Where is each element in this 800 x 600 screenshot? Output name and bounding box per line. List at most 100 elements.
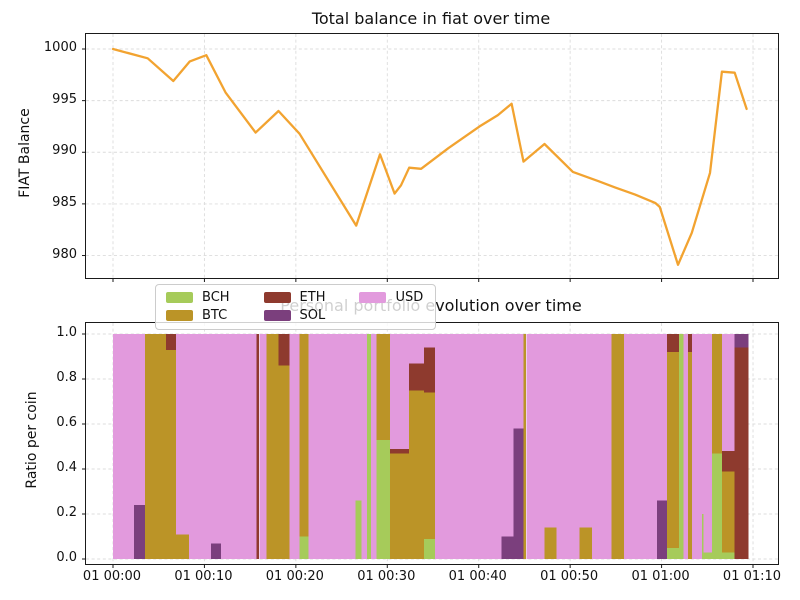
legend: BCH BTC ETH SOL USD — [155, 284, 437, 330]
y-tick-label: 0.6 — [56, 415, 77, 430]
bar-segment-bch — [376, 439, 390, 560]
bar-segment-usd — [703, 334, 712, 553]
bar-segment-bch — [299, 536, 309, 559]
y-tick-label: 0.0 — [56, 550, 77, 565]
bar-segment-usd — [501, 334, 514, 537]
y-tick-label: 985 — [52, 194, 77, 210]
bar-segment-usd — [220, 334, 257, 559]
bar-segment-bch — [667, 547, 679, 560]
y-tick-label: 1.0 — [56, 325, 77, 340]
bar-segment-btc — [711, 334, 722, 454]
bar-segment-eth — [166, 334, 177, 350]
y-tick-label: 0.2 — [56, 505, 77, 520]
bar-segment-usd — [657, 334, 668, 501]
eth-swatch-icon — [263, 292, 291, 303]
bar-segment-eth — [390, 448, 410, 454]
bar-segment-sol — [734, 334, 749, 348]
bar-segment-btc — [299, 334, 309, 537]
bar-segment-btc — [544, 527, 557, 559]
bar-segment-usd — [423, 334, 435, 348]
bar-segment-usd — [544, 334, 557, 528]
legend-label: SOL — [299, 308, 326, 323]
legend-item-eth: ETH — [263, 290, 326, 305]
bar-segment-btc — [376, 334, 390, 440]
bar-segment-usd — [308, 334, 356, 559]
y-tick-label: 0.4 — [56, 460, 77, 475]
bar-segment-bch — [711, 453, 722, 560]
bar-segment-usd — [556, 334, 580, 559]
legend-label: ETH — [299, 290, 326, 305]
bar-segment-bch — [367, 334, 371, 559]
x-tick-label: 01 00:20 — [265, 569, 324, 584]
x-tick-label: 01 01:10 — [722, 569, 782, 584]
bar-segment-usd — [390, 334, 410, 449]
x-tick-label: 01 00:00 — [82, 569, 142, 584]
x-tick-label: 01 01:00 — [631, 569, 690, 584]
bar-segment-usd — [683, 334, 689, 559]
bar-segment-usd — [701, 334, 704, 514]
bar-segment-bch — [721, 552, 735, 560]
bar-segment-btc — [523, 334, 527, 559]
y-tick-label: 995 — [52, 91, 77, 107]
bar-segment-usd — [624, 334, 657, 559]
x-tick-label: 01 00:10 — [174, 569, 233, 584]
bar-segment-btc — [145, 334, 166, 559]
legend-label: BTC — [202, 308, 228, 323]
bar-segment-btc — [423, 392, 435, 539]
legend-label: BCH — [202, 290, 230, 305]
bar-segment-btc — [278, 365, 290, 559]
legend-item-btc: BTC — [166, 308, 230, 323]
y-tick-label: 0.8 — [56, 370, 77, 385]
bar-segment-usd — [409, 334, 424, 364]
bar-segment-usd — [691, 334, 702, 559]
bar-segment-sol — [134, 505, 145, 559]
bar-segment-usd — [526, 334, 545, 559]
bar-segment-btc — [721, 471, 735, 553]
bar-segment-eth — [688, 334, 692, 352]
bar-segment-btc — [176, 534, 189, 560]
bar-segment-btc — [688, 352, 692, 559]
bar-segment-bch — [703, 552, 712, 560]
bar-segment-usd — [361, 334, 368, 559]
usd-swatch-icon — [359, 292, 387, 303]
bar-segment-bch — [423, 538, 435, 560]
bar-segment-bch — [679, 334, 684, 559]
bar-segment-usd — [259, 334, 267, 559]
bar-segment-sol — [657, 500, 668, 559]
bar-segment-usd — [113, 334, 134, 559]
bar-segment-eth — [721, 451, 735, 472]
bar-segment-sol — [210, 543, 221, 560]
bar-segment-eth — [734, 347, 749, 559]
bar-segment-eth — [278, 334, 290, 366]
portfolio-chart-canvas — [82, 323, 778, 568]
bar-segment-btc — [611, 334, 625, 559]
portfolio-chart — [82, 322, 779, 568]
balance-chart — [82, 33, 779, 282]
bar-segment-sol — [513, 428, 524, 559]
x-tick-label: 01 00:50 — [540, 569, 599, 584]
balance-line — [111, 47, 748, 266]
bar-segment-usd — [721, 334, 735, 451]
y-tick-label: 990 — [52, 143, 77, 159]
sol-swatch-icon — [263, 310, 291, 321]
bar-segment-eth — [256, 334, 260, 559]
bar-segment-bch — [701, 514, 704, 559]
bar-segment-usd — [579, 334, 593, 528]
y-tick-label: 980 — [52, 246, 77, 262]
bar-segment-usd — [188, 334, 211, 559]
balance-chart-title: Total balance in fiat over time — [311, 9, 551, 28]
bar-segment-bch — [355, 500, 362, 559]
bar-segment-usd — [434, 334, 502, 559]
bch-swatch-icon — [166, 292, 193, 303]
bar-segment-btc — [579, 527, 593, 559]
balance-chart-canvas — [82, 34, 778, 282]
x-tick-label: 01 00:30 — [357, 569, 416, 584]
bar-segment-usd — [513, 334, 524, 429]
bar-segment-eth — [409, 363, 424, 391]
bar-segment-usd — [134, 334, 145, 505]
bar-segment-eth — [667, 334, 679, 352]
bar-segment-btc — [390, 453, 410, 560]
bar-segment-usd — [176, 334, 189, 535]
legend-item-sol: SOL — [263, 308, 326, 323]
bar-segment-usd — [355, 334, 362, 501]
